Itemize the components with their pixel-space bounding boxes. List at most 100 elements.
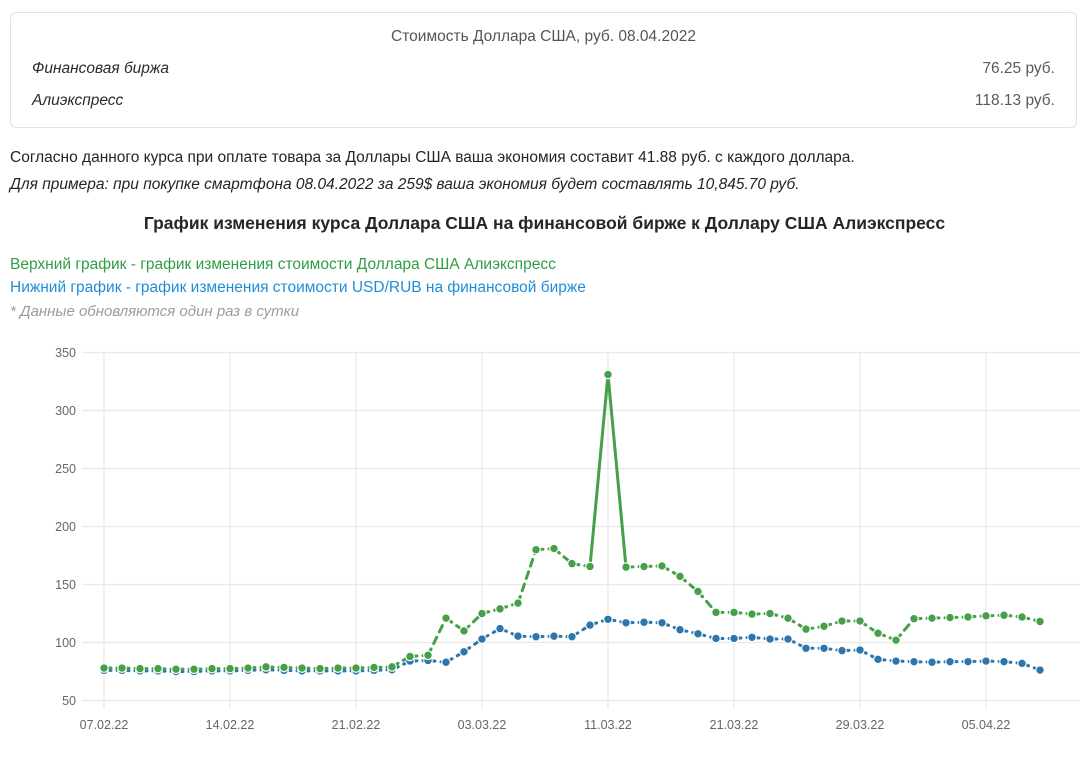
data-point (567, 631, 577, 642)
series-segment (606, 373, 628, 569)
data-point (819, 621, 829, 632)
data-point (783, 613, 793, 624)
data-point (693, 586, 703, 597)
y-axis-label: 300 (55, 404, 76, 418)
savings-example-line: Для примера: при покупке смартфона 08.04… (10, 176, 800, 193)
x-axis-label: 07.02.22 (80, 718, 129, 732)
data-point (927, 613, 937, 624)
data-point (783, 634, 793, 644)
data-point (801, 624, 811, 635)
data-point (459, 646, 469, 657)
data-point (153, 663, 163, 674)
y-axis-label: 100 (55, 636, 76, 650)
data-point (765, 634, 775, 644)
data-point (945, 612, 955, 623)
data-point (963, 656, 973, 667)
data-point (567, 558, 577, 569)
data-point (675, 624, 685, 635)
y-axis-label: 150 (55, 578, 76, 592)
savings-summary-line: Согласно данного курса при оплате товара… (10, 149, 855, 166)
data-point (603, 369, 613, 380)
x-axis-label: 21.03.22 (710, 718, 759, 732)
rates-box-title: Стоимость Доллара США, руб. 08.04.2022 (391, 28, 696, 45)
data-update-note: * Данные обновляются один раз в сутки (10, 303, 300, 320)
data-point (963, 612, 973, 622)
data-point (1017, 612, 1027, 622)
data-point (873, 628, 883, 639)
data-point (117, 663, 127, 673)
data-point (297, 663, 307, 673)
data-point (801, 643, 811, 654)
rate-row-exchange: Финансовая биржа 76.25 руб. (11, 60, 1076, 78)
data-point (333, 663, 343, 673)
series-segment (588, 373, 610, 569)
data-point (873, 654, 883, 665)
data-point (747, 632, 757, 643)
data-point (729, 633, 739, 644)
x-axis-label: 21.02.22 (332, 718, 381, 732)
rate-value-aliexpress: 118.13 руб. (974, 92, 1055, 109)
data-point (1017, 658, 1027, 669)
y-axis-label: 350 (55, 346, 76, 360)
data-point (909, 613, 919, 624)
y-axis-label: 200 (55, 520, 76, 534)
data-point (927, 657, 937, 668)
data-point (135, 663, 145, 674)
data-point (225, 663, 235, 674)
data-point (531, 544, 541, 555)
x-axis-label: 03.03.22 (458, 718, 507, 732)
data-point (189, 664, 199, 675)
data-point (441, 613, 451, 624)
y-axis-label: 50 (62, 694, 76, 708)
data-point (513, 598, 523, 608)
data-point (891, 656, 901, 666)
data-point (603, 614, 613, 625)
data-point (387, 661, 397, 672)
data-point (819, 643, 829, 654)
legend-lower-series-label: Нижний график - график изменения стоимос… (10, 279, 586, 296)
data-point (477, 634, 487, 644)
data-point (837, 616, 847, 626)
data-point (909, 656, 919, 667)
data-point (423, 650, 433, 661)
series-segment (516, 548, 538, 605)
data-point (315, 663, 325, 674)
data-point (837, 645, 847, 656)
data-point (981, 610, 991, 621)
legend-upper-series-label: Верхний график - график изменения стоимо… (10, 256, 556, 273)
data-point (207, 663, 217, 674)
data-point (657, 561, 667, 571)
data-point (1035, 616, 1045, 627)
data-point (405, 651, 415, 662)
series-segment (426, 616, 448, 657)
data-point (99, 663, 109, 673)
data-point (675, 571, 685, 582)
data-point (657, 617, 667, 628)
data-point (765, 608, 775, 619)
data-point (513, 631, 523, 642)
data-point (711, 607, 721, 618)
data-point (855, 616, 865, 626)
data-point (999, 656, 1009, 667)
data-point (747, 609, 757, 619)
chart-canvas[interactable]: 50 100 150 200 250 300 350 07.02.22 14.02.22 21.0… (0, 330, 1089, 753)
data-point (729, 607, 739, 618)
rates-box: Стоимость Доллара США, руб. 08.04.2022 Ф… (10, 12, 1077, 128)
data-point (351, 663, 361, 673)
data-point (459, 626, 469, 636)
data-point (243, 663, 253, 673)
data-point (495, 603, 505, 614)
data-point (981, 656, 991, 666)
data-point (711, 633, 721, 644)
data-point (549, 543, 559, 554)
data-point (621, 562, 631, 573)
x-axis-label: 14.02.22 (206, 718, 255, 732)
data-point (369, 662, 379, 673)
data-point (999, 610, 1009, 621)
rate-label-exchange: Финансовая биржа (32, 60, 170, 77)
data-point (549, 631, 559, 642)
data-point (639, 617, 649, 628)
rate-label-aliexpress: Алиэкспресс (32, 92, 124, 109)
data-point (1035, 665, 1045, 675)
data-point (945, 656, 955, 667)
